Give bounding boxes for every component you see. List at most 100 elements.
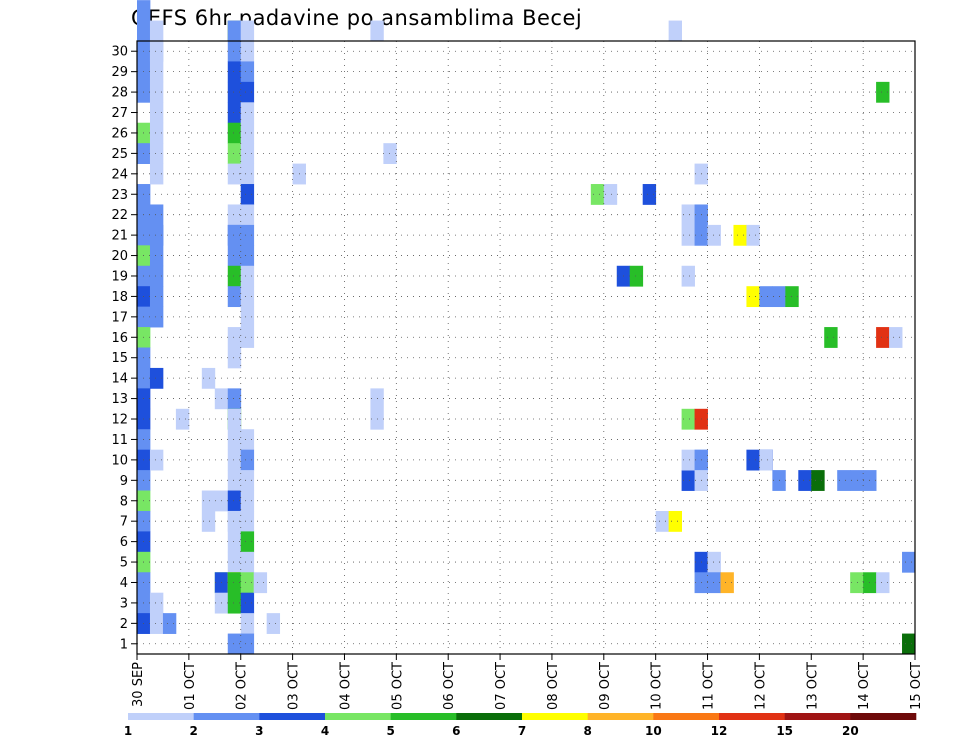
precip-cell [227, 204, 242, 226]
precip-cell [227, 61, 242, 83]
precip-cell [227, 490, 242, 512]
x-tick-label: 04 OCT [338, 662, 353, 710]
precip-cell [785, 286, 799, 308]
precip-cell [240, 449, 255, 471]
y-tick-label: 4 [120, 576, 128, 591]
precip-cell [137, 61, 151, 103]
precip-cell [240, 490, 255, 512]
y-tick-label: 10 [111, 453, 128, 468]
precip-cell [681, 470, 695, 491]
y-tick-label: 15 [111, 351, 128, 366]
precip-cell [227, 633, 242, 655]
precip-cell [733, 224, 747, 246]
precip-cell [370, 20, 384, 42]
y-tick-label: 23 [111, 188, 128, 203]
precip-cell [227, 408, 242, 451]
legend-label: 6 [452, 724, 460, 738]
y-tick-label: 11 [111, 433, 128, 448]
legend-label: 7 [518, 724, 526, 738]
precip-cell [253, 572, 268, 594]
precip-cell [240, 265, 255, 287]
y-tick-label: 28 [111, 86, 128, 101]
precip-cell [240, 245, 255, 267]
precip-cell [707, 572, 721, 594]
precip-cell [850, 470, 864, 491]
x-tick-label: 30 SEP [131, 662, 146, 707]
y-tick-label: 16 [111, 331, 128, 346]
precip-cell [227, 286, 242, 308]
x-tick-label: 12 OCT [753, 662, 768, 710]
y-tick-label: 30 [111, 45, 128, 60]
legend-swatch [784, 713, 851, 720]
precip-cell [149, 592, 164, 614]
y-tick-label: 20 [111, 249, 128, 264]
precip-cell [681, 449, 695, 471]
precip-cell [227, 102, 242, 124]
y-tick-label: 14 [111, 372, 128, 387]
precip-cell [227, 81, 242, 103]
precip-cell [149, 367, 164, 389]
precip-cell [902, 633, 916, 655]
precip-cell [811, 470, 825, 491]
plot-frame [136, 40, 916, 655]
y-tick-label: 21 [111, 229, 128, 244]
y-tick-label: 26 [111, 126, 128, 141]
legend-swatch [653, 713, 720, 720]
precip-cell [227, 388, 242, 410]
precip-cell [162, 613, 177, 634]
precip-cell [201, 490, 216, 532]
precip-cell [902, 551, 916, 573]
precip-cell [824, 327, 838, 348]
precip-cell [227, 224, 242, 267]
y-tick-label: 2 [120, 617, 128, 632]
precip-cell [137, 184, 151, 226]
precip-cell [227, 265, 242, 287]
legend-swatch [587, 713, 654, 720]
legend-label: 10 [645, 724, 662, 738]
y-tick-label: 18 [111, 290, 128, 305]
y-tick-label: 9 [120, 474, 128, 489]
precip-cell [668, 510, 682, 532]
precip-cell [240, 470, 255, 491]
precip-cell [746, 286, 760, 308]
x-tick-label: 01 OCT [183, 662, 198, 710]
precip-cell [149, 449, 164, 471]
precip-cell [149, 81, 164, 103]
x-tick-label: 07 OCT [494, 662, 509, 710]
precip-cell [227, 510, 242, 553]
precip-cell [149, 41, 164, 83]
legend-swatch [456, 713, 523, 720]
legend-swatch [128, 713, 194, 720]
legend-label: 4 [321, 724, 329, 738]
y-tick-label: 6 [120, 535, 128, 550]
precip-cell [240, 551, 255, 573]
precip-cell [227, 163, 242, 185]
precip-cell [707, 551, 721, 573]
precip-cell [149, 143, 164, 164]
precip-cell [266, 613, 281, 634]
legend-swatch [390, 713, 457, 720]
precip-cell [149, 122, 164, 144]
legend-swatch [259, 713, 326, 720]
x-tick-label: 08 OCT [546, 662, 561, 710]
precip-cell [149, 224, 164, 267]
precip-cell [201, 367, 216, 389]
precip-cell [603, 184, 618, 205]
x-tick-label: 03 OCT [287, 662, 302, 710]
color-legend: 1 2 3 4 5 6 7 8 10 12 15 20 [124, 713, 917, 738]
precip-cell [837, 470, 851, 491]
y-tick-label: 17 [111, 310, 128, 325]
precip-cell [240, 286, 255, 308]
x-tick-label: 10 OCT [650, 662, 665, 710]
precip-cell [240, 531, 255, 553]
y-tick-label: 12 [111, 413, 128, 428]
precip-cell [227, 449, 242, 471]
precip-cell [227, 143, 242, 164]
grid-layer [137, 41, 915, 654]
legend-label: 2 [189, 724, 197, 738]
precip-cell [149, 306, 164, 328]
y-tick-label: 22 [111, 208, 128, 223]
precip-cell [681, 204, 695, 246]
precip-cell [759, 449, 773, 471]
